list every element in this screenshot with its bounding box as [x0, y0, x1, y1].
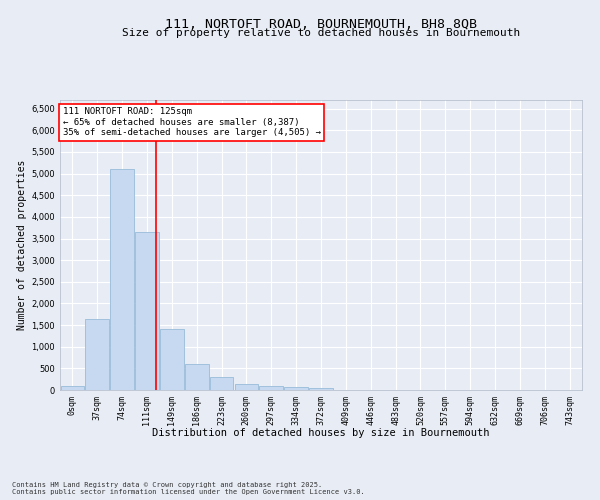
Bar — [135, 232, 159, 390]
Text: Distribution of detached houses by size in Bournemouth: Distribution of detached houses by size … — [152, 428, 490, 438]
Text: Contains HM Land Registry data © Crown copyright and database right 2025.
Contai: Contains HM Land Registry data © Crown c… — [12, 482, 365, 495]
Bar — [284, 387, 308, 390]
Bar — [160, 330, 184, 390]
Text: Size of property relative to detached houses in Bournemouth: Size of property relative to detached ho… — [122, 28, 520, 38]
Bar — [210, 377, 233, 390]
Y-axis label: Number of detached properties: Number of detached properties — [17, 160, 27, 330]
Text: 111, NORTOFT ROAD, BOURNEMOUTH, BH8 8QB: 111, NORTOFT ROAD, BOURNEMOUTH, BH8 8QB — [165, 18, 477, 30]
Bar — [259, 386, 283, 390]
Bar — [110, 170, 134, 390]
Text: 111 NORTOFT ROAD: 125sqm
← 65% of detached houses are smaller (8,387)
35% of sem: 111 NORTOFT ROAD: 125sqm ← 65% of detach… — [62, 108, 320, 137]
Bar — [235, 384, 258, 390]
Bar — [61, 386, 84, 390]
Bar — [185, 364, 209, 390]
Bar — [309, 388, 333, 390]
Bar — [85, 318, 109, 390]
